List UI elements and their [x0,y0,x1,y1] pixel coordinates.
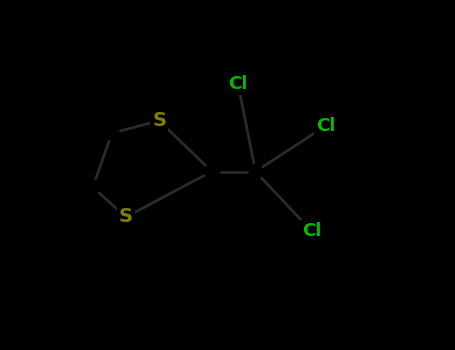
Text: Cl: Cl [302,222,321,240]
Text: S: S [119,208,133,226]
Text: Cl: Cl [316,117,335,135]
Text: S: S [152,111,166,130]
Text: Cl: Cl [228,75,248,93]
